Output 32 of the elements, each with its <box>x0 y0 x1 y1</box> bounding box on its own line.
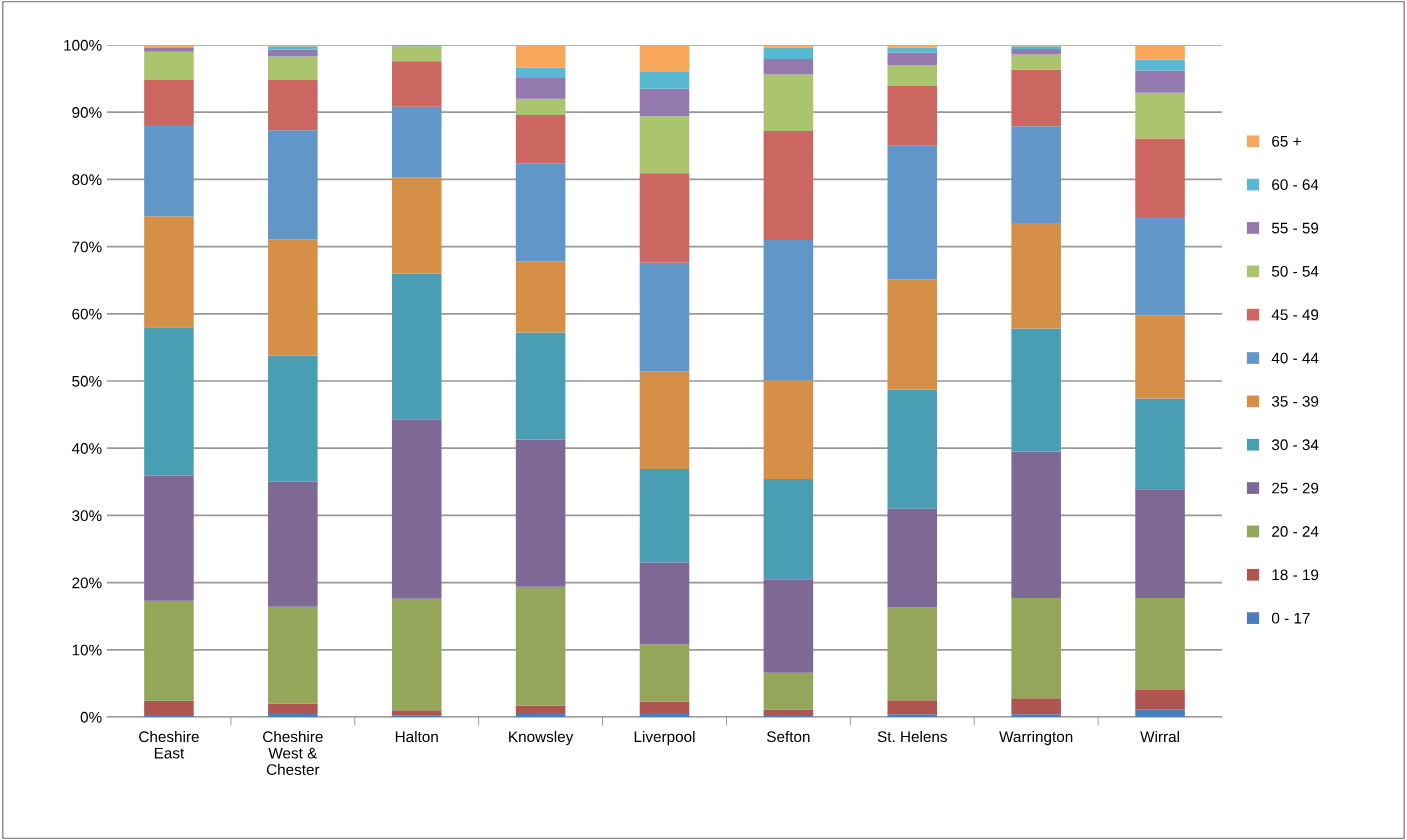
y-tick-label: 60% <box>72 308 102 320</box>
y-tick-label: 90% <box>72 107 102 118</box>
x-tick-label: Sefton <box>767 730 810 743</box>
legend-label: 30 - 34 <box>1271 439 1319 451</box>
x-tick-label: Knowsley <box>509 730 574 746</box>
y-tick-label: 40% <box>71 443 102 454</box>
y-tick-label: 70% <box>72 241 102 253</box>
y-tick-label: 50% <box>72 375 102 387</box>
legend-label: 35 - 39 <box>1271 396 1319 407</box>
y-tick-label: 10% <box>72 644 102 656</box>
legend-label: 25 - 29 <box>1272 482 1319 494</box>
y-tick-label: 20% <box>72 577 102 589</box>
legend-label: 60 - 64 <box>1272 179 1319 191</box>
x-tick-label: Liverpool <box>634 730 695 746</box>
y-tick-label: 0% <box>80 711 102 723</box>
legend-label: 50 - 54 <box>1271 265 1319 277</box>
y-tick-label: 100% <box>64 39 102 51</box>
legend-label: 45 - 49 <box>1271 309 1319 321</box>
legend-label: 65 + <box>1272 135 1301 147</box>
y-tick-label: 80% <box>72 174 102 186</box>
legend-label: 40 - 44 <box>1271 352 1319 364</box>
x-tick-label: St. Helens <box>877 730 947 743</box>
x-tick-label: Halton <box>395 730 438 743</box>
legend-label: 0 - 17 <box>1271 612 1310 624</box>
x-tick-label: Cheshire East <box>139 730 199 759</box>
legend-label: 18 - 19 <box>1272 569 1319 581</box>
y-tick-label: 30% <box>72 510 102 522</box>
x-tick-label: Warrington <box>999 730 1073 746</box>
legend-label: 20 - 24 <box>1272 526 1319 537</box>
x-tick-label: Cheshire West & Chester <box>263 730 323 776</box>
legend-label: 55 - 59 <box>1271 222 1319 234</box>
x-tick-label: Wirral <box>1140 730 1179 743</box>
